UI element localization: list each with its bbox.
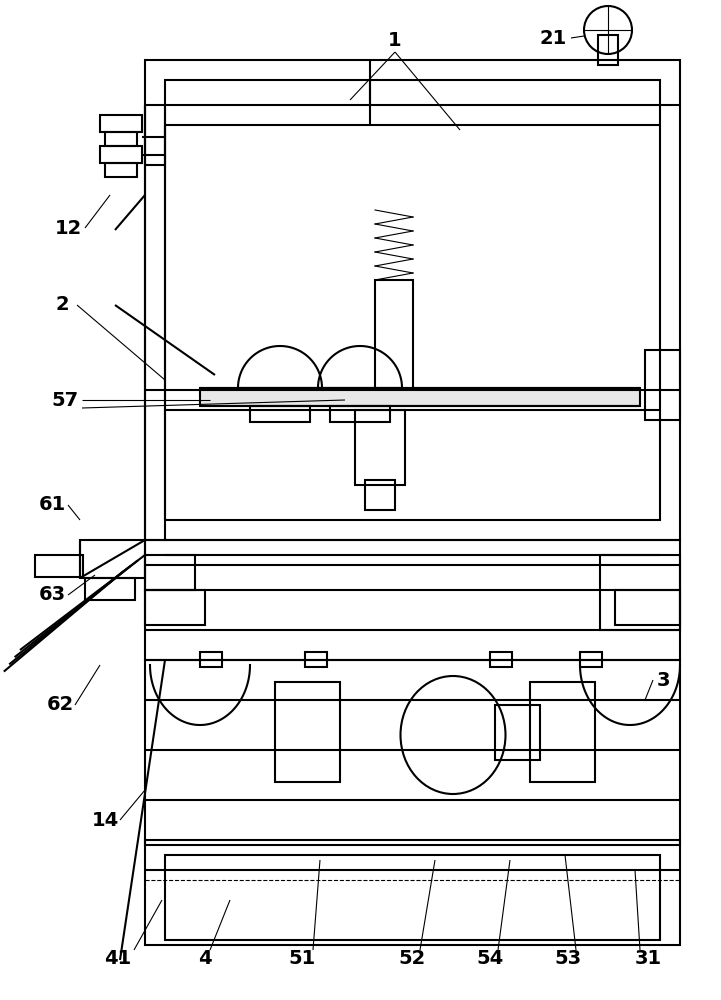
Text: 54: 54: [477, 948, 504, 968]
Bar: [200, 652, 222, 667]
Bar: [165, 80, 660, 520]
Bar: [490, 652, 512, 667]
Bar: [598, 35, 618, 65]
Bar: [530, 682, 595, 782]
Bar: [330, 406, 390, 422]
Bar: [145, 540, 680, 660]
Bar: [145, 590, 205, 625]
Text: 4: 4: [198, 948, 212, 968]
Bar: [615, 590, 680, 625]
Bar: [105, 132, 137, 146]
Bar: [35, 555, 83, 577]
Bar: [375, 280, 413, 395]
Bar: [355, 410, 405, 485]
Text: 62: 62: [46, 696, 74, 714]
Text: 3: 3: [656, 670, 670, 690]
Bar: [305, 652, 327, 667]
Bar: [145, 60, 680, 540]
Text: 12: 12: [54, 219, 81, 237]
Bar: [600, 555, 680, 630]
Text: 41: 41: [105, 948, 132, 968]
Bar: [495, 705, 540, 760]
Text: 14: 14: [92, 810, 119, 830]
Text: 53: 53: [554, 948, 582, 968]
Bar: [85, 578, 135, 600]
Bar: [275, 682, 340, 782]
Bar: [105, 163, 137, 177]
Text: 52: 52: [399, 948, 425, 968]
Bar: [200, 388, 640, 406]
Text: 2: 2: [56, 296, 68, 314]
Bar: [165, 855, 660, 940]
Bar: [80, 540, 145, 578]
Bar: [100, 146, 142, 163]
Bar: [100, 115, 142, 132]
Bar: [645, 350, 680, 420]
Text: 57: 57: [51, 390, 79, 410]
Bar: [145, 660, 680, 845]
Bar: [580, 652, 602, 667]
Text: 1: 1: [388, 30, 402, 49]
Bar: [365, 480, 395, 510]
Bar: [145, 555, 195, 590]
Text: 61: 61: [38, 495, 66, 514]
Text: 31: 31: [634, 948, 662, 968]
Bar: [250, 406, 310, 422]
Text: 21: 21: [539, 28, 567, 47]
Bar: [145, 840, 680, 945]
Text: 63: 63: [38, 585, 66, 604]
Text: 51: 51: [288, 948, 316, 968]
